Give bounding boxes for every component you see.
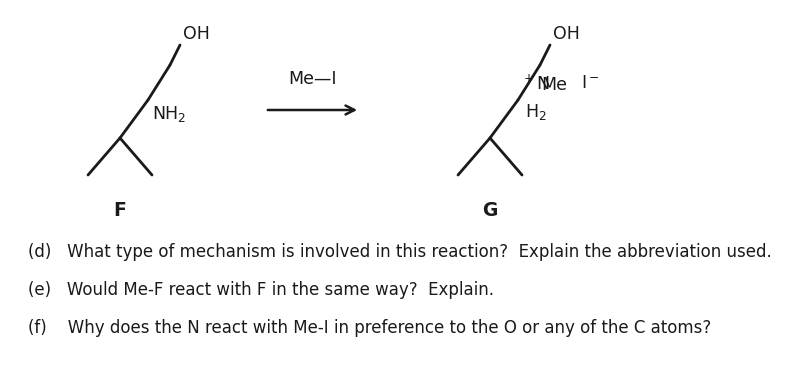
Text: OH: OH (553, 25, 580, 43)
Text: (f)    Why does the N react with Me-I in preference to the O or any of the C ato: (f) Why does the N react with Me-I in pr… (28, 319, 711, 337)
Text: $^+$N: $^+$N (521, 75, 550, 94)
Text: NH$_2$: NH$_2$ (152, 104, 186, 124)
Text: H$_2$: H$_2$ (525, 102, 546, 122)
Text: (e)   Would Me-F react with F in the same way?  Explain.: (e) Would Me-F react with F in the same … (28, 281, 494, 299)
Text: F: F (113, 201, 126, 220)
Text: Me: Me (541, 76, 567, 94)
Text: G: G (482, 201, 498, 220)
Text: OH: OH (183, 25, 210, 43)
Text: I$^-$: I$^-$ (581, 74, 600, 92)
Text: (d)   What type of mechanism is involved in this reaction?  Explain the abbrevia: (d) What type of mechanism is involved i… (28, 243, 772, 261)
Text: Me—I: Me—I (288, 70, 337, 88)
